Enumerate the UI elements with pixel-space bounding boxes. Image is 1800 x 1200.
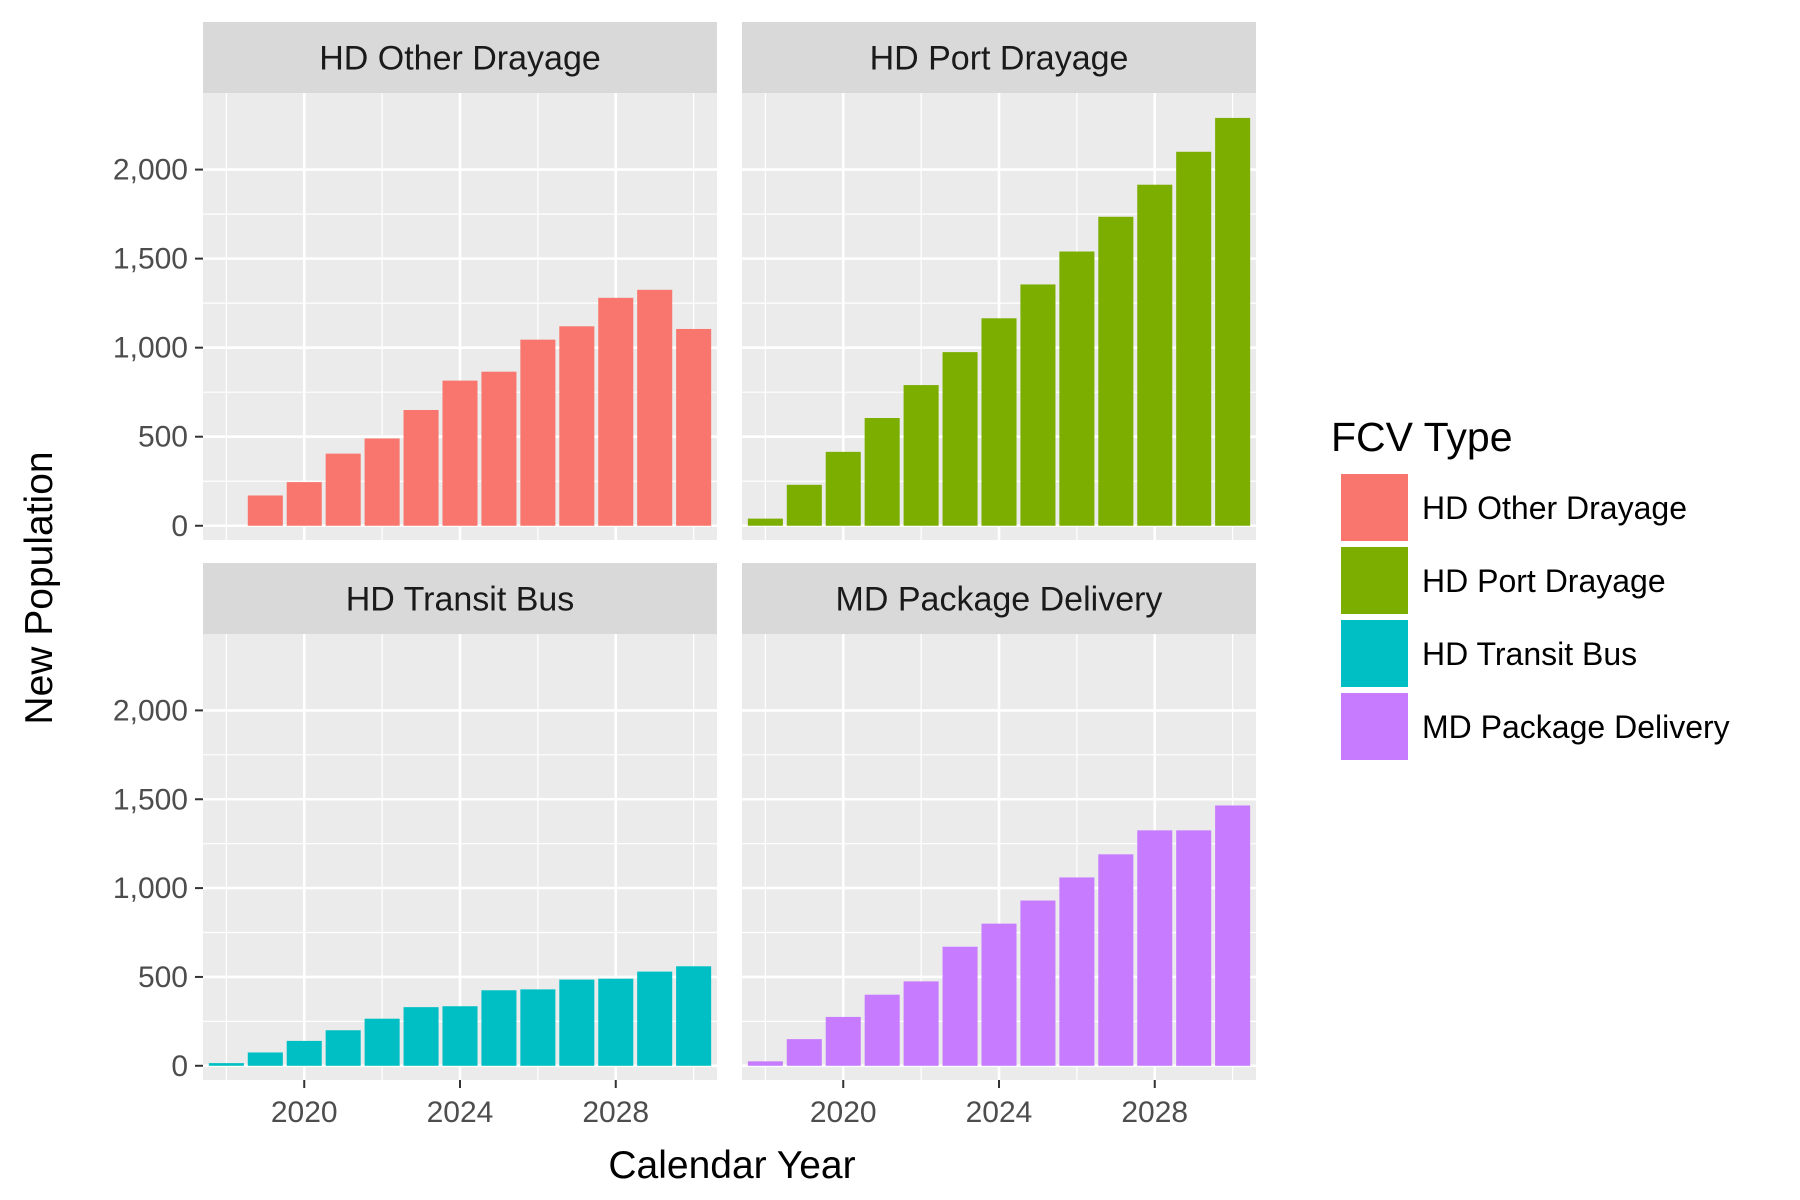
panel-hd-other-drayage: HD Other Drayage (203, 22, 717, 540)
bar-hd-other-drayage-2029 (637, 289, 673, 526)
bar-hd-transit-bus-2019 (247, 1052, 283, 1066)
bar-md-package-delivery-2026 (1059, 877, 1095, 1066)
x-tick-label: 2020 (810, 1096, 877, 1129)
bar-hd-transit-bus-2024 (442, 1006, 478, 1066)
bar-hd-port-drayage-2026 (1059, 251, 1095, 526)
legend-label-md-package-delivery: MD Package Delivery (1422, 709, 1730, 745)
bar-hd-transit-bus-2027 (559, 979, 595, 1066)
y-axis-title: New Population (18, 451, 61, 724)
bar-md-package-delivery-2019 (786, 1039, 822, 1066)
bar-hd-other-drayage-2022 (364, 438, 400, 526)
bar-hd-other-drayage-2021 (325, 453, 361, 526)
legend-label-hd-port-drayage: HD Port Drayage (1422, 563, 1666, 599)
panel-hd-port-drayage: HD Port Drayage (742, 22, 1256, 540)
panels-layer: HD Other Drayage HD Port Drayage HD Transi… (203, 22, 1256, 1080)
bar-md-package-delivery-2018 (747, 1061, 783, 1066)
bar-hd-transit-bus-2023 (403, 1007, 439, 1066)
bar-hd-other-drayage-2025 (481, 371, 517, 526)
x-axis-title: Calendar Year (608, 1144, 855, 1187)
legend-label-hd-transit-bus: HD Transit Bus (1422, 636, 1637, 672)
bar-hd-transit-bus-2030 (676, 966, 712, 1066)
legend-swatch-md-package-delivery (1341, 693, 1408, 760)
facet-strip-label: HD Transit Bus (346, 581, 575, 619)
y-tick-label: 1,500 (113, 243, 188, 276)
bar-hd-other-drayage-2027 (559, 326, 595, 526)
facet-strip-label: MD Package Delivery (836, 581, 1163, 619)
x-tick-label: 2024 (966, 1096, 1033, 1129)
y-tick-label: 0 (171, 510, 188, 543)
bar-md-package-delivery-2021 (864, 994, 900, 1066)
legend: FCV Type HD Other Drayage HD Port Drayage… (1331, 414, 1730, 760)
x-tick-label: 2028 (1121, 1096, 1188, 1129)
bar-hd-transit-bus-2026 (520, 989, 556, 1066)
bar-hd-port-drayage-2019 (786, 484, 822, 526)
bar-hd-port-drayage-2020 (825, 451, 861, 526)
facet-strip (742, 563, 1256, 634)
bar-hd-transit-bus-2018 (208, 1063, 244, 1066)
bar-md-package-delivery-2024 (981, 923, 1017, 1066)
bar-hd-transit-bus-2029 (637, 971, 673, 1066)
facet-strip-label: HD Port Drayage (870, 40, 1129, 78)
panel-hd-transit-bus: HD Transit Bus (203, 563, 717, 1080)
bar-hd-other-drayage-2030 (676, 328, 712, 526)
facet-strip (203, 22, 717, 93)
facet-strip-label: HD Other Drayage (319, 40, 601, 78)
y-tick-label: 1,000 (113, 332, 188, 365)
bar-hd-other-drayage-2019 (247, 495, 283, 526)
legend-swatch-hd-port-drayage (1341, 547, 1408, 614)
bar-hd-port-drayage-2021 (864, 418, 900, 526)
bar-hd-port-drayage-2030 (1215, 117, 1251, 526)
bar-hd-port-drayage-2023 (942, 352, 978, 526)
y-tick-label: 1,500 (113, 783, 188, 816)
bar-hd-other-drayage-2028 (598, 297, 634, 526)
bar-md-package-delivery-2028 (1137, 830, 1173, 1066)
y-tick-label: 2,000 (113, 694, 188, 727)
facet-strip (742, 22, 1256, 93)
bar-hd-other-drayage-2023 (403, 409, 439, 526)
y-tick-label: 2,000 (113, 154, 188, 187)
axes-layer: 0 500 1,000 1,500 2,000 0 500 1,000 1,500 2,000 20… (113, 154, 1188, 1129)
bar-hd-other-drayage-2026 (520, 339, 556, 526)
y-tick-label: 0 (171, 1050, 188, 1083)
legend-label-hd-other-drayage: HD Other Drayage (1422, 490, 1687, 526)
bar-hd-transit-bus-2028 (598, 978, 634, 1066)
bar-hd-transit-bus-2025 (481, 990, 517, 1066)
panel-md-package-delivery: MD Package Delivery (742, 563, 1256, 1080)
bar-md-package-delivery-2027 (1098, 854, 1134, 1066)
legend-swatch-hd-transit-bus (1341, 620, 1408, 687)
bar-hd-transit-bus-2020 (286, 1040, 322, 1066)
legend-title: FCV Type (1331, 414, 1513, 460)
bar-hd-transit-bus-2022 (364, 1018, 400, 1066)
bar-md-package-delivery-2022 (903, 981, 939, 1066)
bar-hd-transit-bus-2021 (325, 1030, 361, 1066)
y-tick-label: 500 (138, 421, 188, 454)
y-tick-label: 1,000 (113, 872, 188, 905)
x-tick-label: 2020 (271, 1096, 338, 1129)
bar-md-package-delivery-2029 (1176, 830, 1212, 1066)
bar-hd-port-drayage-2025 (1020, 284, 1056, 526)
bar-hd-port-drayage-2024 (981, 318, 1017, 526)
bar-md-package-delivery-2023 (942, 946, 978, 1066)
y-tick-label: 500 (138, 961, 188, 994)
x-tick-label: 2024 (427, 1096, 494, 1129)
bar-md-package-delivery-2020 (825, 1016, 861, 1066)
legend-swatch-hd-other-drayage (1341, 474, 1408, 541)
bar-hd-port-drayage-2022 (903, 385, 939, 526)
bar-hd-port-drayage-2018 (747, 518, 783, 526)
bar-hd-port-drayage-2028 (1137, 184, 1173, 526)
facet-strip (203, 563, 717, 634)
bar-hd-port-drayage-2029 (1176, 151, 1212, 526)
bar-md-package-delivery-2025 (1020, 900, 1056, 1066)
bar-md-package-delivery-2030 (1215, 805, 1251, 1066)
bar-hd-port-drayage-2027 (1098, 216, 1134, 526)
x-tick-label: 2028 (582, 1096, 649, 1129)
bar-hd-other-drayage-2024 (442, 380, 478, 526)
bar-hd-other-drayage-2020 (286, 482, 322, 526)
